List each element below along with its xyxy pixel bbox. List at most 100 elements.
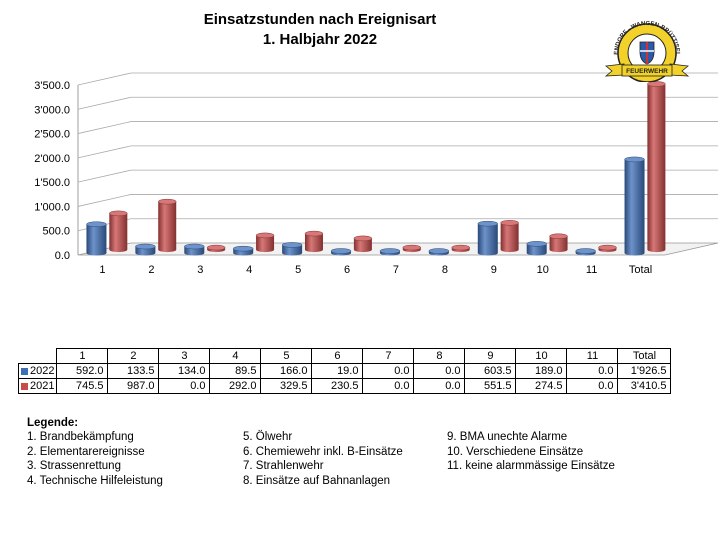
table-cell: 189.0	[515, 363, 568, 379]
table-row: 2022 592.0 133.5 134.0 89.5 166.0 19.0 0.0 0.0 60…	[17, 363, 672, 379]
y-tick-label: 3'000.0	[34, 104, 70, 116]
gridline	[77, 96, 718, 110]
bar-2021	[304, 230, 324, 253]
table-cell: 19.0	[311, 363, 364, 379]
table-header-cell: 9	[464, 348, 517, 364]
bar-2021	[353, 235, 373, 253]
table-header-cell: 8	[413, 348, 466, 364]
bar-2022	[575, 248, 596, 256]
y-tick-label: 2'000.0	[34, 153, 70, 165]
x-tick-label: 11	[586, 264, 597, 276]
bar-2021	[255, 232, 275, 253]
legend-item: 11. keine alarmmässige Einsätze	[447, 460, 615, 472]
legend-col-1: 1. Brandbekämpfung 2. Elementarereignisse…	[27, 430, 163, 488]
bar-2022	[330, 248, 352, 256]
series-name: 2021	[30, 380, 55, 392]
bar-chart: 0.0 500.0 1'000.0 1'500.0 2'000.0 2'500.0 3'00…	[34, 72, 719, 276]
series-label: 2021	[17, 378, 58, 394]
table-row: 2021 745.5 987.0 0.0 292.0 329.5 230.5 0.0 0.0 55…	[17, 378, 672, 394]
table-header-cell: 2	[107, 348, 160, 364]
bar-2022	[184, 243, 205, 256]
y-tick-label: 1'000.0	[34, 201, 70, 213]
series-swatch	[21, 367, 28, 375]
table-cell: 0.0	[413, 378, 466, 394]
table-header-cell: 4	[209, 348, 262, 364]
x-tick-label: 8	[442, 264, 448, 276]
gridline	[77, 194, 718, 207]
table-header-cell: 5	[260, 348, 313, 364]
bar-2021	[402, 244, 422, 253]
table-cell: 134.0	[158, 363, 211, 379]
x-tick-label: 1	[99, 264, 105, 276]
table-header-cell: 7	[362, 348, 415, 364]
gridline	[77, 72, 718, 86]
chart-title-line2: 1. Halbjahr 2022	[262, 31, 378, 48]
legend-item: 9. BMA unechte Alarme	[447, 431, 568, 443]
series-name: 2022	[30, 365, 55, 377]
table-cell: 551.5	[464, 378, 517, 394]
y-tick-label: 0.0	[55, 250, 70, 262]
table-cell: 0.0	[566, 363, 619, 379]
x-tick-label: 5	[295, 264, 301, 276]
table-cell: 133.5	[107, 363, 160, 379]
table-cell: 0.0	[362, 378, 415, 394]
legend-item: 1. Brandbekämpfung	[27, 431, 134, 443]
series-label: 2022	[17, 363, 58, 379]
bar-2022	[428, 248, 450, 256]
table-cell: 329.5	[260, 378, 313, 394]
y-tick-label: 1'500.0	[34, 177, 70, 189]
legend-item: 6. Chemiewehr inkl. B-Einsätze	[243, 445, 403, 458]
bar-2021	[598, 244, 617, 253]
bar-2022	[86, 221, 107, 256]
bar-2021	[157, 198, 177, 253]
table-cell: 0.0	[566, 378, 619, 394]
table-cell: 1'926.5	[617, 363, 672, 379]
table-cell: 3'410.5	[617, 378, 672, 394]
table-cell: 603.5	[464, 363, 517, 379]
data-table: 1 2 3 4 5 6 7 8 9 10 11 Total 2022 592.0 133.5 134.0 89.…	[17, 348, 672, 394]
bar-2022	[526, 241, 547, 256]
chart-title-line1: Einsatzstunden nach Ereignisart	[203, 11, 437, 28]
y-tick-label: 2'500.0	[34, 129, 70, 141]
table-cell: 166.0	[260, 363, 313, 379]
fire-brigade-crest-icon: DÜBENDORF - WANGEN-BRÜTTISELLEN FEUERWEH…	[604, 20, 690, 82]
legend-item: 2. Elementarereignisse	[27, 445, 145, 458]
table-cell: 745.5	[56, 378, 109, 394]
x-tick-label: 10	[537, 264, 549, 276]
gridline	[77, 169, 718, 183]
bar-2022	[232, 245, 254, 256]
table-header-cell: 6	[311, 348, 364, 364]
y-tick-label: 3'500.0	[34, 80, 70, 92]
x-tick-label: 2	[148, 264, 154, 276]
table-header-cell: 11	[566, 348, 619, 364]
table-cell: 274.5	[515, 378, 568, 394]
table-header-cell: 1	[56, 348, 109, 364]
legend-item: 10. Verschiedene Einsätze	[447, 445, 584, 458]
table-cell: 987.0	[107, 378, 160, 394]
legend-item: 5. Ölwehr	[243, 431, 293, 443]
x-tick-label: 6	[344, 264, 350, 276]
x-tick-label: 4	[246, 264, 252, 276]
table-header-cell: Total	[617, 348, 672, 364]
legend-item: 7. Strahlenwehr	[243, 460, 324, 472]
table-header-cell: 10	[515, 348, 568, 364]
y-tick-label: 500.0	[42, 226, 70, 238]
bar-2021	[549, 233, 568, 253]
legend-col-2: 5. Ölwehr 6. Chemiewehr inkl. B-Einsätze 7…	[243, 430, 403, 488]
legend-item: 4. Technische Hilfeleistung	[27, 474, 163, 487]
legend-title: Legende:	[27, 417, 79, 429]
x-tick-label: 7	[393, 264, 399, 276]
gridline	[77, 145, 718, 159]
legend-col-3: 9. BMA unechte Alarme 10. Verschiedene Ei…	[447, 430, 615, 474]
table-cell: 0.0	[362, 363, 415, 379]
x-tick-label: 9	[491, 264, 497, 276]
table-cell: 0.0	[413, 363, 466, 379]
chart-title: Einsatzstunden nach Ereignisart 1. Halbj…	[0, 10, 640, 50]
table-cell: 292.0	[209, 378, 262, 394]
bar-2022	[379, 248, 401, 256]
table-cell: 592.0	[56, 363, 109, 379]
bar-2021	[647, 81, 666, 253]
logo-band-text: FEUERWEHR	[626, 68, 668, 75]
table-corner	[19, 349, 57, 364]
series-swatch	[21, 382, 28, 390]
